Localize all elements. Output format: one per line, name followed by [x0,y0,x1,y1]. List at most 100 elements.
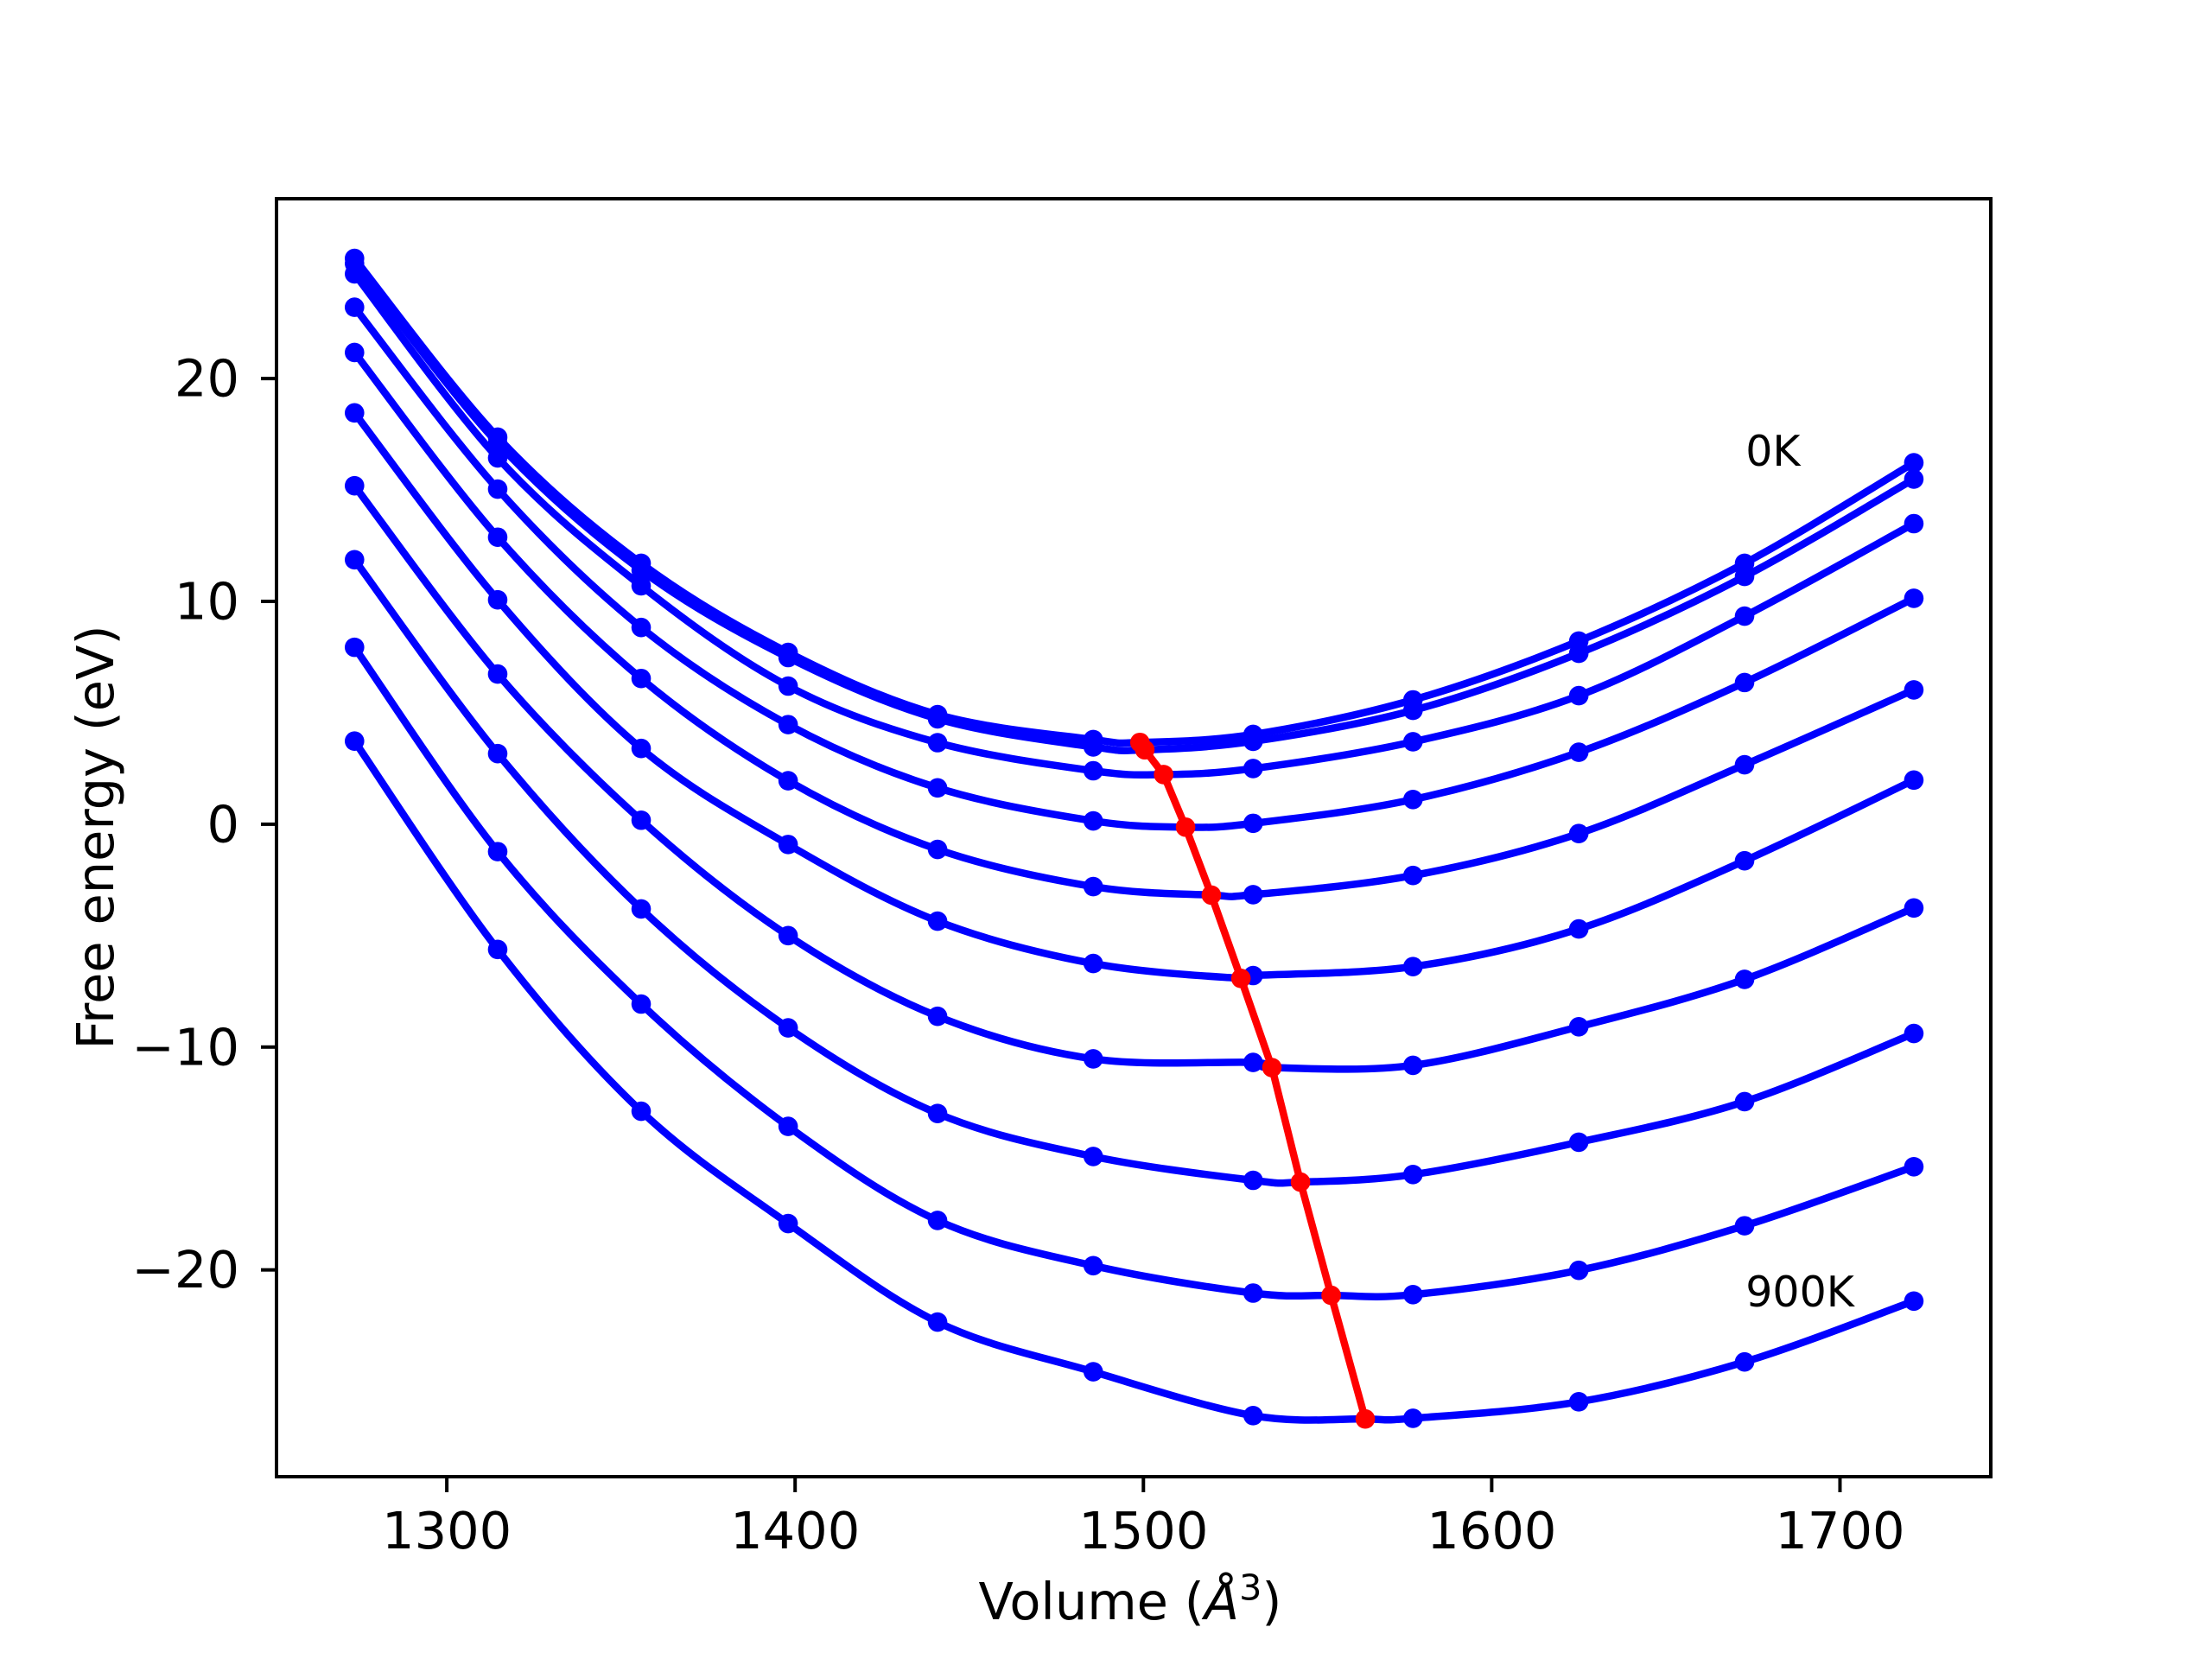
curve-line-100K [351,259,1918,755]
data-point-400K-1625 [1568,823,1589,844]
data-point-400K-1485.6 [1083,876,1103,897]
minimum-point-200K [1154,765,1173,785]
data-point-400K-1273.5 [344,342,365,363]
minimum-point-600K [1262,1058,1282,1077]
data-point-500K-1314.6 [487,589,508,610]
y-tick-label-10: 10 [175,572,239,632]
data-point-100K-1625 [1568,643,1589,664]
data-point-700K-1273.5 [344,550,365,570]
data-point-200K-1485.6 [1083,760,1103,781]
minimum-point-100K [1135,740,1155,760]
data-point-700K-1531.5 [1243,1170,1263,1191]
y-axis-ticks: 20 10 0 −10 −20 [131,349,275,1300]
data-point-800K-1577.4 [1402,1285,1423,1305]
x-axis-label: Volume (Å3) [979,1567,1282,1631]
data-point-800K-1672.6 [1734,1216,1755,1236]
minima-polyline [1136,739,1370,1423]
data-point-200K-1531.5 [1243,759,1263,779]
data-point-800K-1273.5 [344,637,365,658]
data-point-200K-1314.6 [487,448,508,468]
data-point-100K-1485.6 [1083,737,1103,757]
data-point-100K-1672.6 [1734,566,1755,587]
data-point-800K-1531.5 [1243,1283,1263,1303]
data-point-900K-1721.2 [1904,1291,1924,1312]
curve-400K [344,342,1924,905]
data-point-500K-1485.6 [1083,953,1103,974]
data-point-500K-1672.6 [1734,850,1755,871]
data-point-900K-1625 [1568,1392,1589,1412]
data-point-500K-1273.5 [344,403,365,423]
data-point-400K-1314.6 [487,527,508,548]
data-point-400K-1721.2 [1904,680,1924,700]
x-tick-label-1500: 1500 [1078,1501,1208,1560]
data-point-300K-1273.5 [344,297,365,317]
data-point-700K-1440.9 [927,1103,948,1123]
data-point-200K-1440.9 [927,733,948,753]
curve-line-300K [351,303,1918,831]
y-tick-label--20: −20 [131,1240,239,1300]
data-point-300K-1625 [1568,742,1589,762]
curve-300K [344,297,1924,834]
annotation-900K: 900K [1745,1268,1856,1317]
data-point-500K-1355.8 [631,738,652,759]
data-point-100K-1398 [778,647,798,668]
y-tick-label--10: −10 [131,1017,239,1077]
data-point-800K-1440.9 [927,1211,948,1230]
data-point-100K-1440.9 [927,709,948,729]
data-point-400K-1440.9 [927,839,948,860]
data-point-600K-1440.9 [927,1006,948,1027]
curve-500K [344,403,1924,986]
curve-line-200K [351,270,1918,779]
data-point-800K-1721.2 [1904,1156,1924,1177]
data-point-600K-1531.5 [1243,1052,1263,1072]
minimum-point-800K [1321,1285,1341,1306]
data-point-600K-1398 [778,925,798,946]
data-point-600K-1577.4 [1402,1055,1423,1076]
y-tick-label-0: 0 [207,794,239,854]
x-axis-ticks: 1300 1400 1500 1600 1700 [382,1478,1905,1560]
data-point-700K-1485.6 [1083,1147,1103,1166]
data-point-800K-1314.6 [487,842,508,861]
minimum-point-400K [1201,885,1222,906]
x-tick-label-1600: 1600 [1427,1501,1556,1560]
data-point-300K-1672.6 [1734,672,1755,693]
data-point-900K-1485.6 [1083,1362,1103,1382]
data-point-100K-1577.4 [1402,700,1423,721]
data-point-700K-1398 [778,1018,798,1038]
data-point-300K-1577.4 [1402,789,1423,810]
data-point-100K-1355.8 [631,560,652,581]
curve-800K [344,637,1924,1305]
data-point-400K-1672.6 [1734,754,1755,775]
data-point-900K-1440.9 [927,1312,948,1332]
data-point-900K-1314.6 [487,939,508,960]
data-point-900K-1355.8 [631,1101,652,1122]
data-point-200K-1672.6 [1734,606,1755,626]
data-point-200K-1625 [1568,685,1589,706]
y-tick-label-20: 20 [175,349,239,409]
data-point-700K-1721.2 [1904,1023,1924,1044]
data-point-200K-1273.5 [344,264,365,284]
data-point-200K-1398 [778,676,798,696]
curve-600K [344,475,1924,1076]
data-point-300K-1314.6 [487,479,508,499]
data-point-700K-1314.6 [487,743,508,764]
minimum-point-700K [1290,1172,1311,1192]
y-axis-label: Free energy (eV) [66,626,125,1050]
curve-line-0K [351,254,1918,747]
data-point-800K-1355.8 [631,994,652,1014]
data-point-400K-1355.8 [631,668,652,689]
curve-200K [344,264,1924,781]
data-point-200K-1577.4 [1402,732,1423,752]
curve-900K [344,731,1924,1428]
data-point-300K-1485.6 [1083,810,1103,831]
data-point-300K-1440.9 [927,778,948,798]
data-point-500K-1398 [778,835,798,855]
data-point-900K-1577.4 [1402,1408,1423,1428]
data-point-600K-1721.2 [1904,898,1924,918]
data-point-400K-1531.5 [1243,885,1263,905]
minimum-point-900K [1355,1408,1376,1429]
data-point-300K-1721.2 [1904,588,1924,608]
data-point-300K-1531.5 [1243,813,1263,834]
